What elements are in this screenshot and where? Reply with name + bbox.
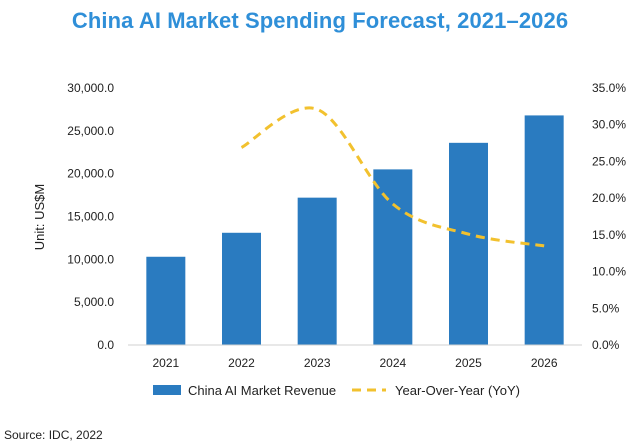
x-axis-ticks: 2021 2022 2023 2024 2025 2026 bbox=[152, 356, 557, 370]
left-axis-ticks: 0.0 5,000.0 10,000.0 15,000.0 20,000.0 25,000… bbox=[67, 81, 114, 352]
left-tick-label: 15,000.0 bbox=[67, 210, 114, 224]
bar-2022 bbox=[222, 232, 261, 345]
bar-2025 bbox=[449, 142, 488, 345]
x-tick-label: 2025 bbox=[455, 356, 482, 370]
source-note: Source: IDC, 2022 bbox=[4, 428, 103, 442]
left-tick-label: 10,000.0 bbox=[67, 252, 114, 266]
left-tick-label: 0.0 bbox=[97, 338, 114, 352]
y-axis-label: Unit: US$M bbox=[32, 184, 47, 250]
right-axis-ticks: 0.0% 5.0% 10.0% 15.0% 20.0% 25.0% 30.0% 35.0% bbox=[592, 81, 626, 352]
left-tick-label: 30,000.0 bbox=[67, 81, 114, 95]
x-tick-label: 2022 bbox=[228, 356, 255, 370]
bar-2023 bbox=[297, 197, 337, 345]
right-tick-label: 25.0% bbox=[592, 154, 626, 168]
right-tick-label: 15.0% bbox=[592, 228, 626, 242]
right-tick-label: 35.0% bbox=[592, 81, 626, 95]
bars bbox=[146, 115, 564, 345]
legend: China AI Market Revenue Year-Over-Year (… bbox=[153, 383, 520, 398]
legend-label-yoy: Year-Over-Year (YoY) bbox=[395, 383, 520, 398]
yoy-series-line bbox=[240, 106, 545, 248]
left-tick-label: 20,000.0 bbox=[67, 167, 114, 181]
yoy-line bbox=[240, 106, 545, 248]
right-tick-label: 10.0% bbox=[592, 265, 626, 279]
right-tick-label: 30.0% bbox=[592, 118, 626, 132]
x-tick-label: 2026 bbox=[531, 356, 558, 370]
chart-title: China AI Market Spending Forecast, 2021–… bbox=[71, 8, 569, 33]
legend-label-revenue: China AI Market Revenue bbox=[188, 383, 336, 398]
legend-swatch-revenue bbox=[153, 385, 181, 395]
left-tick-label: 5,000.0 bbox=[74, 295, 114, 309]
bar-2024 bbox=[373, 169, 413, 345]
bar-2026 bbox=[524, 115, 564, 345]
right-tick-label: 0.0% bbox=[592, 338, 620, 352]
x-tick-label: 2024 bbox=[379, 356, 406, 370]
x-tick-label: 2023 bbox=[304, 356, 331, 370]
right-tick-label: 20.0% bbox=[592, 191, 626, 205]
bar-2021 bbox=[146, 256, 186, 345]
left-tick-label: 25,000.0 bbox=[67, 124, 114, 138]
right-tick-label: 5.0% bbox=[592, 301, 620, 315]
x-tick-label: 2021 bbox=[152, 356, 179, 370]
